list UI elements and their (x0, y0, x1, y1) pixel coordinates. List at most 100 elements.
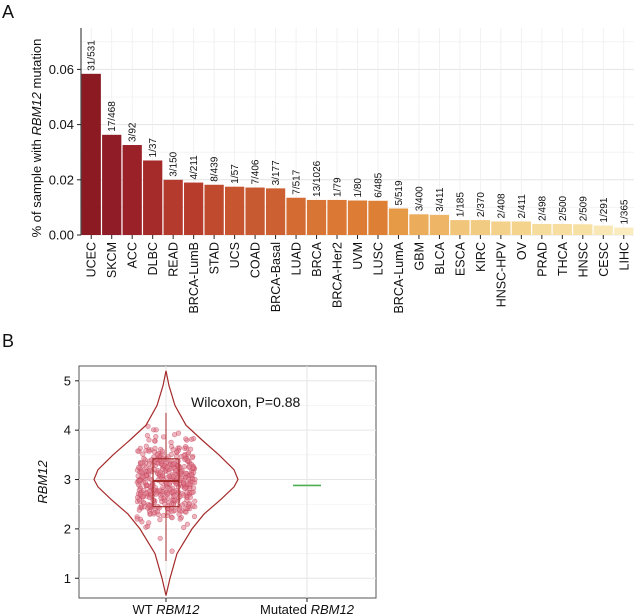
data-point (136, 464, 142, 471)
x-tick-label: HNSC (576, 242, 590, 277)
x-tick-label: HNSC-HPV (494, 241, 508, 307)
data-point (145, 523, 151, 529)
y-tick-label: 4 (64, 423, 71, 438)
bar-value-label: 1/57 (230, 164, 241, 184)
bar (143, 160, 163, 235)
data-point (153, 434, 159, 440)
bar (81, 73, 101, 235)
x-tick-label: CESC (597, 242, 611, 277)
data-point (176, 506, 182, 512)
plot-area-b (78, 365, 377, 599)
data-point (177, 516, 183, 522)
bar-value-label: 3/400 (414, 186, 425, 211)
y-tick-label: 5 (64, 373, 71, 388)
data-point (140, 451, 146, 457)
data-point (186, 463, 192, 469)
bar (470, 220, 491, 235)
x-ticks-a: UCEC SKCM ACC DLBC READ BRCA-LumB STAD UCS COAD B… (85, 235, 631, 314)
bar (245, 187, 265, 235)
data-point (170, 473, 176, 480)
data-point (175, 430, 182, 436)
data-point (135, 448, 141, 454)
data-point (145, 423, 151, 429)
bar (327, 199, 347, 235)
data-point (172, 493, 178, 499)
data-point (174, 449, 180, 455)
x-tick-label: LUSC (371, 242, 385, 275)
data-point (168, 501, 175, 507)
data-point (183, 509, 189, 515)
data-point (192, 504, 198, 510)
data-point (176, 511, 182, 517)
data-point (181, 524, 187, 531)
data-point (187, 481, 193, 487)
bars-group (81, 73, 634, 235)
panel-a-label: A (2, 2, 14, 22)
x-tick-label: ACC (126, 242, 140, 268)
bar-value-label: 13/1026 (312, 160, 323, 197)
bar (511, 221, 531, 235)
bar-value-label: 2/370 (476, 192, 487, 217)
bar-value-label: 1/365 (619, 199, 630, 224)
data-point (187, 500, 193, 507)
bar (614, 227, 634, 235)
data-point (143, 490, 149, 496)
violin-chart-panel: Wilcoxon, P=0.88 1 2 3 4 5 RBM12 WT RBM12 Mu… (35, 365, 377, 616)
data-point (137, 478, 143, 484)
x-tick-label-mutated: Mutated RBM12 (260, 602, 355, 616)
x-tick-label: BRCA-Basal (269, 242, 283, 312)
data-point (139, 460, 145, 466)
x-tick-label: KIRC (474, 242, 488, 272)
y-ticks-b: 1 2 3 4 5 (64, 373, 79, 586)
data-point (170, 447, 176, 453)
data-point (143, 473, 149, 479)
bar (204, 184, 224, 235)
bar-value-label: 2/408 (496, 193, 507, 218)
data-point (160, 484, 166, 491)
data-point (168, 439, 174, 446)
data-point (154, 509, 161, 515)
data-point (183, 470, 189, 477)
bar-value-label: 4/211 (189, 155, 200, 180)
bar-value-label: 1/79 (333, 177, 344, 197)
data-point (141, 456, 147, 462)
bar-value-label: 1/291 (599, 197, 610, 222)
x-tick-label: LIHC (617, 242, 631, 270)
data-point (153, 427, 159, 433)
data-point (146, 437, 152, 443)
bar (306, 199, 327, 235)
bar (491, 221, 511, 235)
bar (368, 200, 388, 235)
bar (122, 145, 142, 235)
bar-value-label: 5/519 (394, 180, 405, 205)
bar-value-label: 2/411 (517, 194, 528, 219)
data-point (134, 516, 140, 522)
bar (450, 220, 470, 235)
data-point (184, 497, 190, 503)
x-tick-label: THCA (556, 241, 570, 276)
data-point (159, 448, 165, 454)
data-point (191, 513, 198, 520)
x-tick-label: BLCA (433, 241, 447, 274)
data-point (162, 501, 168, 507)
data-point (144, 432, 150, 439)
bar (388, 208, 409, 235)
bar (532, 223, 552, 235)
bar (552, 223, 572, 235)
bar (409, 214, 429, 235)
data-point (177, 465, 183, 471)
y-tick-label: 0.06 (49, 62, 74, 77)
bar (573, 224, 593, 235)
x-tick-label: BRCA-LumA (392, 241, 406, 313)
data-point (189, 490, 195, 496)
x-tick-label: OV (515, 241, 529, 260)
x-tick-label: BRCA-Her2 (331, 242, 345, 308)
jitter-points (134, 423, 198, 554)
bar (347, 200, 368, 235)
data-point (179, 502, 185, 508)
data-point (161, 434, 167, 440)
bar-chart-panel: 31/531 17/468 3/92 1/37 3/150 4/211 8/439 1/57 7… (29, 28, 634, 314)
data-point (139, 519, 145, 525)
data-point (157, 516, 163, 523)
bar (184, 182, 204, 235)
